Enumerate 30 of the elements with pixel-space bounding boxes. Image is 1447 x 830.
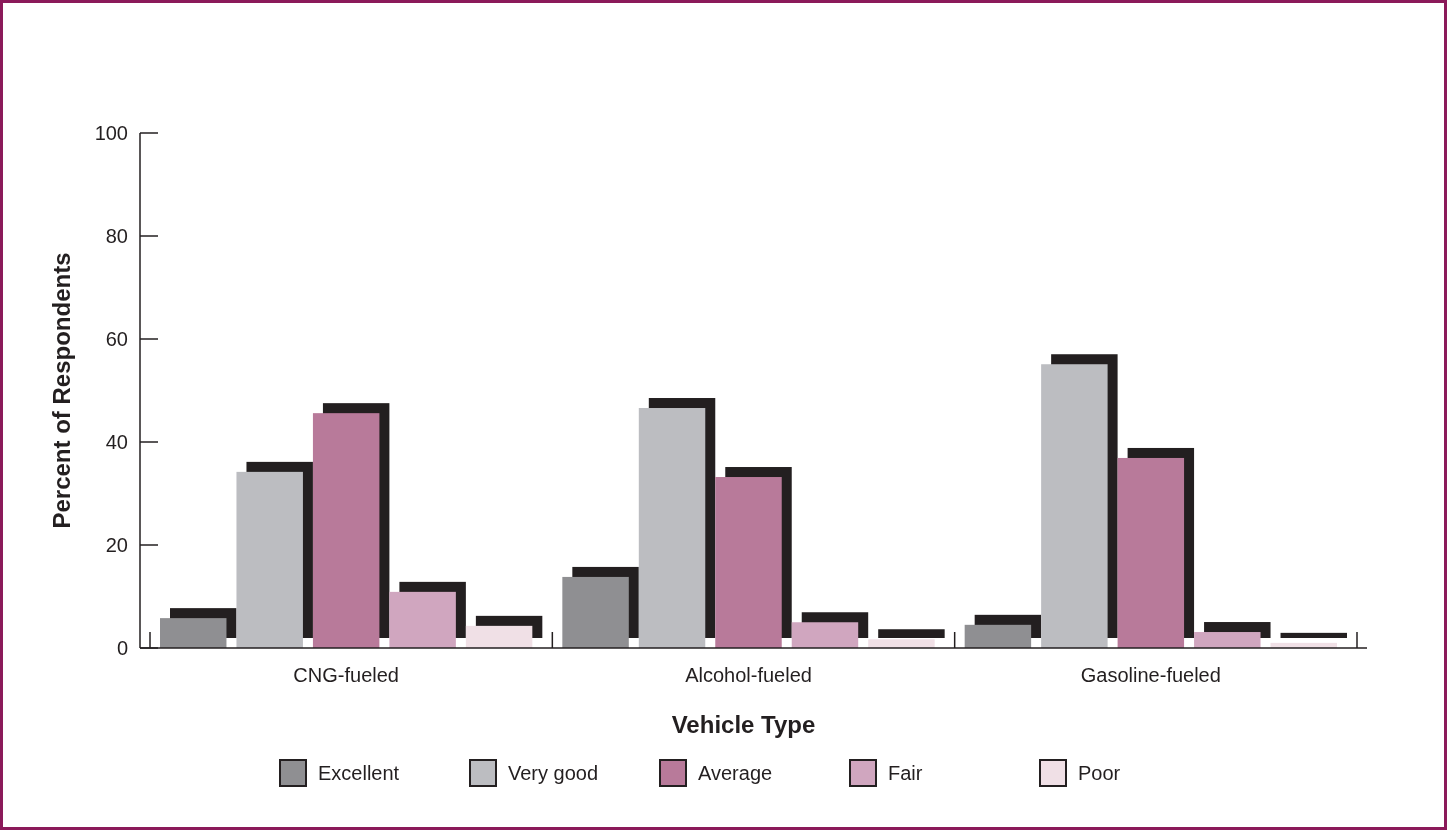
y-axis-title: Percent of Respondents [48, 252, 75, 529]
y-tick-label: 100 [94, 122, 128, 144]
bar [1194, 632, 1261, 648]
bar [1041, 364, 1108, 648]
bar [236, 471, 303, 648]
bar [465, 625, 533, 648]
bar [312, 413, 380, 648]
bar [389, 591, 456, 648]
x-axis-title: Vehicle Type [671, 711, 816, 738]
legend-label: Very good [508, 762, 599, 784]
y-tick-label: 0 [116, 637, 128, 659]
x-tick-label: Gasoline-fueled [1080, 664, 1221, 686]
x-tick-label: CNG-fueled [293, 664, 399, 686]
legend-label: Fair [888, 762, 923, 784]
legend-label: Excellent [318, 762, 400, 784]
bar [638, 408, 706, 648]
bar [868, 639, 935, 648]
bar [1117, 457, 1185, 648]
y-tick-label: 40 [105, 431, 128, 453]
bar [160, 618, 227, 648]
bar [791, 622, 859, 648]
y-tick-label: 20 [105, 534, 128, 556]
bar [715, 477, 782, 648]
y-tick-label: 80 [105, 225, 128, 247]
x-tick-label: Alcohol-fueled [685, 664, 812, 686]
bar [964, 624, 1032, 648]
legend-label: Poor [1078, 762, 1121, 784]
legend-label: Average [698, 762, 773, 784]
bar [562, 576, 629, 648]
y-tick-label: 60 [105, 328, 128, 350]
